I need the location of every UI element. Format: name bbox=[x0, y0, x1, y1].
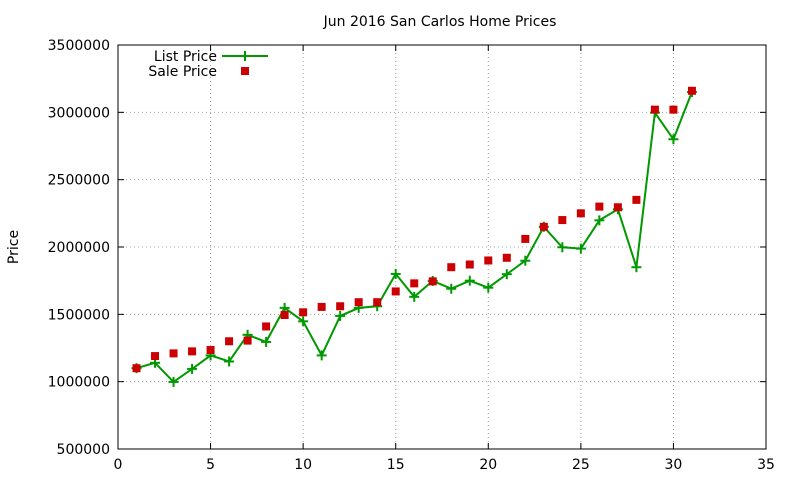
plot-frame bbox=[117, 44, 767, 450]
sale-price-point bbox=[373, 298, 382, 307]
sale-price-point bbox=[613, 203, 622, 212]
sale-price-point bbox=[410, 279, 419, 288]
y-axis-label: Price bbox=[6, 230, 22, 264]
sale-price-point bbox=[336, 302, 345, 311]
list-price-point bbox=[575, 243, 586, 254]
list-price-point bbox=[409, 291, 420, 302]
sale-price-point bbox=[169, 349, 178, 358]
sale-price-point bbox=[262, 322, 271, 331]
series-line-list-price bbox=[136, 91, 693, 384]
list-price-point bbox=[335, 310, 346, 321]
list-price-point bbox=[168, 376, 179, 387]
y-tick-label: 3000000 bbox=[48, 105, 110, 121]
x-tick-labels: 0 5 10 15 20 25 30 35 bbox=[114, 457, 775, 473]
sale-price-point bbox=[391, 287, 400, 296]
sale-price-point bbox=[447, 263, 456, 272]
sale-price-point bbox=[243, 336, 252, 345]
legend: List Price Sale Price bbox=[148, 49, 268, 80]
y-tick-label: 1500000 bbox=[48, 307, 110, 323]
list-price-point bbox=[298, 316, 309, 327]
list-price-point bbox=[224, 356, 235, 367]
list-price-point bbox=[668, 134, 679, 145]
sale-price-point bbox=[299, 308, 308, 317]
y-tick-label: 2500000 bbox=[48, 173, 110, 189]
sale-price-point bbox=[132, 364, 141, 373]
x-tick-label: 5 bbox=[206, 457, 215, 473]
sale-price-point bbox=[354, 298, 363, 307]
x-tick-label: 20 bbox=[479, 457, 497, 473]
sale-price-point bbox=[151, 352, 160, 361]
sale-price-point bbox=[428, 277, 437, 286]
sale-price-point bbox=[687, 86, 696, 95]
list-price-point bbox=[483, 282, 494, 293]
chart-title: Jun 2016 San Carlos Home Prices bbox=[323, 14, 557, 30]
x-tick-label: 15 bbox=[387, 457, 405, 473]
list-price-point bbox=[446, 283, 457, 294]
series bbox=[131, 86, 697, 387]
list-price-point bbox=[316, 350, 327, 361]
legend-label-sale-price: Sale Price bbox=[148, 64, 217, 80]
list-price-point bbox=[631, 262, 642, 273]
x-tick-label: 25 bbox=[572, 457, 590, 473]
y-tick-label: 2000000 bbox=[48, 240, 110, 256]
sale-price-point bbox=[576, 209, 585, 218]
list-price-point bbox=[464, 275, 475, 286]
list-price-point bbox=[501, 269, 512, 280]
sale-price-point bbox=[465, 260, 474, 269]
x-tick-label: 30 bbox=[665, 457, 683, 473]
sale-price-point bbox=[669, 105, 678, 114]
legend-label-list-price: List Price bbox=[154, 49, 217, 65]
x-tick-label: 10 bbox=[294, 457, 312, 473]
list-price-point bbox=[187, 363, 198, 374]
sale-price-point bbox=[558, 216, 567, 225]
legend-marker-list-price bbox=[240, 51, 250, 61]
list-price-point bbox=[261, 336, 272, 347]
y-tick-label: 3500000 bbox=[48, 38, 110, 54]
y-tick-labels: 500000 1000000 1500000 2000000 2500000 300000… bbox=[48, 38, 110, 458]
list-price-point bbox=[557, 242, 568, 253]
y-tick-label: 500000 bbox=[57, 442, 110, 458]
sale-price-point bbox=[650, 105, 659, 114]
sale-price-point bbox=[484, 256, 493, 265]
list-price-point bbox=[390, 268, 401, 279]
sale-price-point bbox=[280, 311, 289, 320]
list-price-point bbox=[520, 255, 531, 266]
x-tick-label: 35 bbox=[757, 457, 775, 473]
sale-price-point bbox=[225, 337, 234, 346]
x-tick-label: 0 bbox=[114, 457, 123, 473]
sale-price-point bbox=[539, 222, 548, 231]
sale-price-point bbox=[206, 346, 215, 355]
y-tick-label: 1000000 bbox=[48, 375, 110, 391]
sale-price-point bbox=[188, 347, 197, 356]
sale-price-point bbox=[632, 195, 641, 204]
list-price-point bbox=[594, 215, 605, 226]
sale-price-point bbox=[317, 302, 326, 311]
sale-price-point bbox=[521, 234, 530, 243]
legend-marker-sale-price bbox=[241, 67, 249, 75]
sale-price-point bbox=[502, 253, 511, 262]
sale-price-point bbox=[595, 202, 604, 211]
grid bbox=[118, 45, 766, 449]
